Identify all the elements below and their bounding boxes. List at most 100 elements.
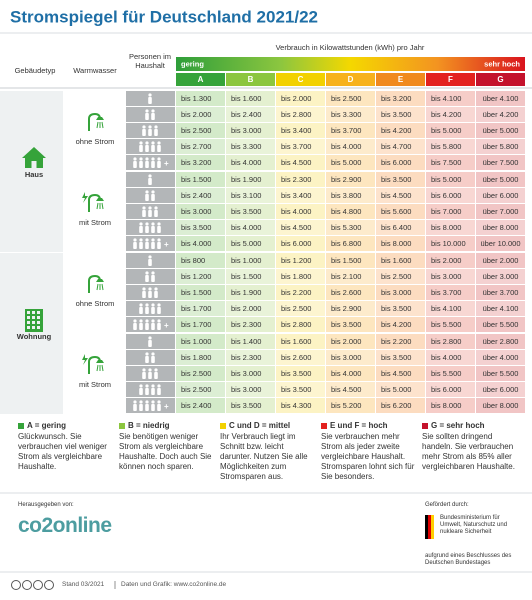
value-text: bis 2.300 [281,175,311,184]
value-text: bis 5.500 [431,320,461,329]
hot-water-label: ohne Strom [76,299,115,308]
shower-head [96,198,104,201]
value-text: bis 3.400 [281,126,311,135]
legend-label: G = sehr hoch [431,421,485,430]
person-icon-head [145,190,149,194]
person-icon-head [148,287,152,291]
person-icon-body [151,275,155,282]
value-text: bis 1.500 [181,288,211,297]
class-letter: B [248,75,254,84]
value-text: bis 1.200 [281,256,311,265]
resolution: aufgrund eines Beschlusses des Deutschen… [425,553,512,566]
person-icon-head [151,303,155,307]
value-cell [426,139,475,154]
value-text: bis 2.500 [331,94,361,103]
person-icon-body [148,291,152,298]
value-cell [376,123,425,138]
person-icon-head [157,157,161,161]
value-cell [326,366,375,381]
legend-label: A = gering [27,421,67,430]
person-icon-head [145,222,149,226]
person-icon-head [157,384,161,388]
value-cell [276,204,325,219]
value-text: bis 1.200 [181,272,211,281]
value-text: über 8.000 [483,223,519,232]
value-text: bis 1.000 [181,337,211,346]
value-cell [176,155,225,170]
person-icon-body [145,307,149,314]
shower-icon [88,355,101,374]
value-cell [476,398,525,413]
person-icon-body [151,388,155,395]
value-text: bis 5.200 [331,401,361,410]
value-text: bis 1.600 [231,94,261,103]
person-icon-head [148,174,152,178]
person-icon-head [151,352,155,356]
scale-high: sehr hoch [484,59,520,68]
apartment-window [37,316,40,319]
person-icon-head [151,400,155,404]
value-cell [226,350,275,365]
value-cell [376,220,425,235]
value-cell [176,253,225,268]
value-text: bis 3.200 [181,158,211,167]
value-cell [426,382,475,397]
legend-label: C und D = mittel [229,421,291,430]
value-text: bis 2.800 [431,337,461,346]
apartment-window [37,311,40,314]
value-text: bis 4.500 [281,158,311,167]
value-text: bis 2.500 [181,126,211,135]
value-text: bis 5.800 [431,142,461,151]
class-letter: F [448,75,453,84]
license-icon-by [22,580,32,590]
value-cell [376,91,425,106]
header-persons: Personen im Haushalt [128,52,172,70]
persons-plus: + [164,321,169,330]
class-header-cell [326,73,375,86]
value-cell [326,301,375,316]
person-icon-head [151,190,155,194]
value-text: bis 1.500 [231,272,261,281]
legend-text: Sie verbrauchen mehr Strom als jeder zwe… [321,432,415,481]
value-cell [226,253,275,268]
value-text: bis 2.000 [331,337,361,346]
value-text: bis 2.000 [231,304,261,313]
value-text: bis 4.000 [231,158,261,167]
person-icon-head [157,303,161,307]
value-text: bis 3.500 [381,175,411,184]
person-icon-body [142,210,146,217]
value-cell [476,123,525,138]
value-text: über 6.000 [483,385,519,394]
apartment-window [37,326,40,329]
legend-swatch [422,423,428,429]
value-cell [376,366,425,381]
person-icon-body [151,242,155,249]
scale-bar [176,57,525,71]
value-cell [226,285,275,300]
value-text: bis 3.200 [381,94,411,103]
value-text: bis 2.500 [381,272,411,281]
hot-water-cell [64,334,125,414]
lightning-icon [82,192,88,203]
value-cell [276,155,325,170]
value-cell [426,107,475,122]
value-cell [226,220,275,235]
persons-cell [126,107,175,122]
person-icon-head [154,206,158,210]
person-icon-head [145,271,149,275]
value-cell [426,317,475,332]
persons-cell [126,350,175,365]
shower-drop [101,121,104,129]
value-cell [476,253,525,268]
apartment-window [27,326,30,329]
person-icon-head [142,287,146,291]
person-icon-body [145,242,149,249]
value-cell [476,285,525,300]
person-icon-body [148,259,152,266]
shower-drop [96,121,99,129]
value-text: bis 3.700 [331,126,361,135]
value-cell [226,107,275,122]
value-cell [226,382,275,397]
value-cell [376,350,425,365]
